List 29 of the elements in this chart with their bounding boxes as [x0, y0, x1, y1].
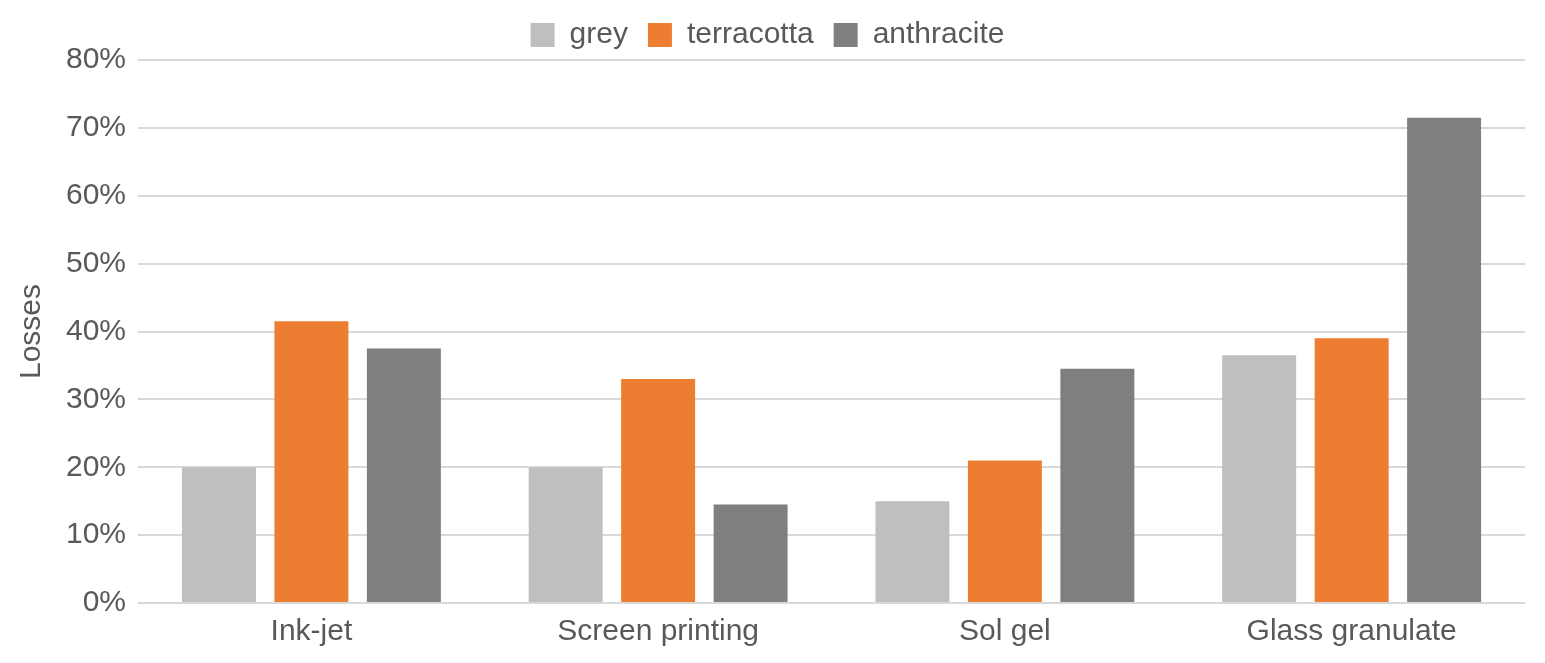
y-tick-label: 80% — [66, 41, 127, 75]
bar — [1222, 355, 1297, 602]
bar — [1407, 117, 1482, 602]
x-tick-label: Screen printing — [557, 613, 760, 647]
y-tick-label: 0% — [82, 584, 127, 618]
y-tick-label: 40% — [66, 312, 127, 346]
y-tick-label: 50% — [66, 244, 127, 278]
y-tick-label: 60% — [66, 177, 127, 211]
y-tick-label: 70% — [66, 109, 127, 143]
legend-label: grey — [569, 16, 628, 50]
bar — [875, 501, 950, 602]
x-tick-label: Ink-jet — [270, 613, 353, 647]
y-axis-title: Losses — [13, 283, 47, 380]
y-tick-label: 10% — [66, 516, 127, 550]
x-tick-label: Sol gel — [959, 613, 1051, 647]
bar — [621, 379, 696, 602]
bar — [181, 467, 256, 602]
bar — [967, 460, 1042, 602]
bar — [528, 467, 603, 602]
y-tick-label: 30% — [66, 380, 127, 414]
bar — [274, 321, 349, 602]
bar — [1314, 338, 1389, 602]
bar — [1060, 368, 1135, 602]
bar — [366, 348, 441, 602]
y-tick-label: 20% — [66, 448, 127, 482]
legend-label: anthracite — [872, 16, 1005, 50]
bar — [713, 504, 788, 602]
x-tick-label: Glass granulate — [1246, 613, 1457, 647]
legend-label: terracotta — [686, 16, 814, 50]
